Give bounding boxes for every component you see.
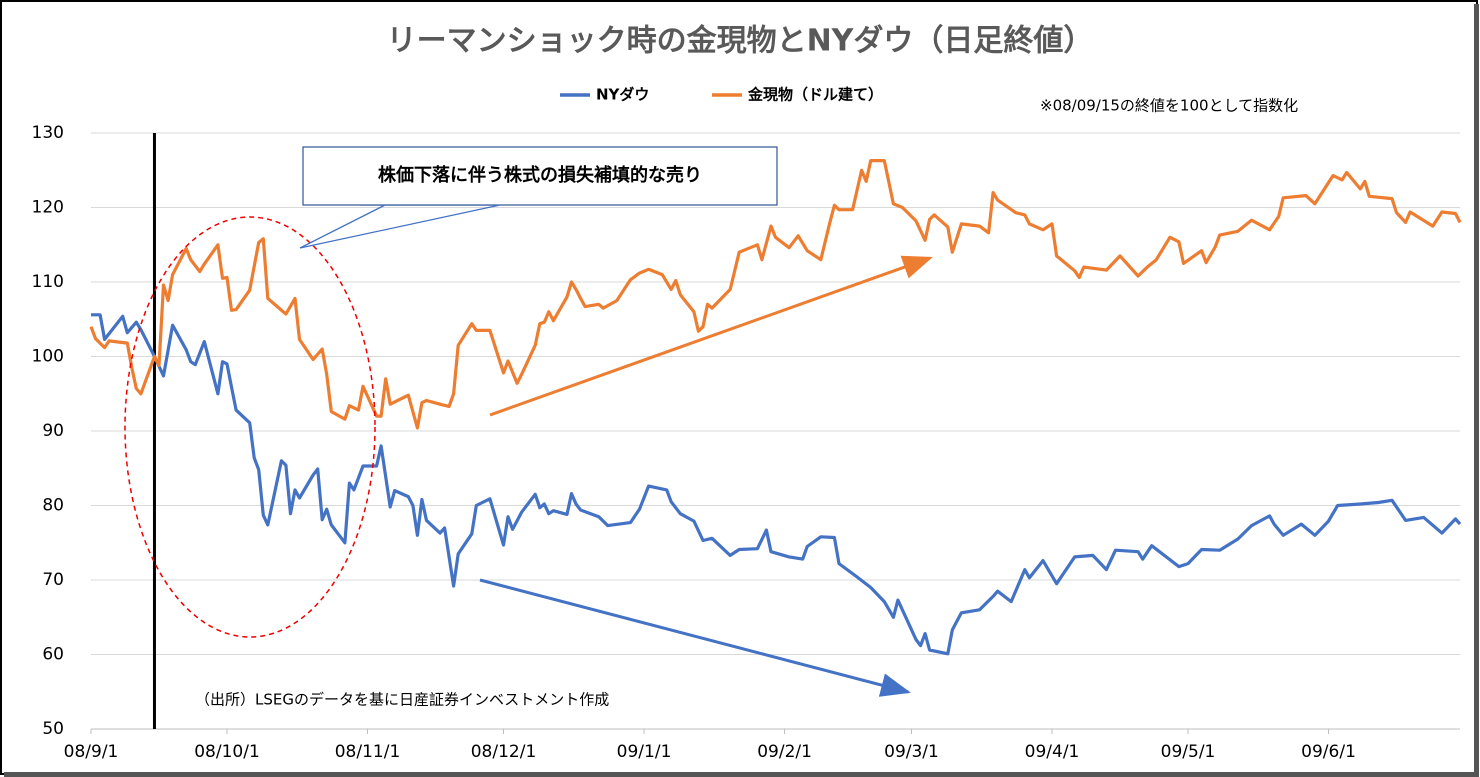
legend-label: 金現物（ドル建て） xyxy=(747,86,883,104)
y-tick-label: 80 xyxy=(42,496,64,516)
chart-title: リーマンショック時の金現物とNYダウ（日足終値） xyxy=(387,24,1094,59)
x-tick-label: 09/5/1 xyxy=(1161,742,1216,762)
x-tick-label: 09/4/1 xyxy=(1025,742,1080,762)
callout-text: 株価下落に伴う株式の損失補填的な売り xyxy=(378,164,702,186)
x-tick-label: 08/10/1 xyxy=(194,742,260,762)
highlight-ellipse xyxy=(124,216,376,638)
y-tick-label: 100 xyxy=(32,347,64,367)
legend-label: NYダウ xyxy=(596,86,649,104)
y-tick-label: 70 xyxy=(42,570,64,590)
x-tick-label: 08/12/1 xyxy=(471,742,537,762)
shadow xyxy=(1474,4,1479,776)
x-tick-label: 08/9/1 xyxy=(64,742,119,762)
y-tick-label: 130 xyxy=(32,123,64,143)
source-note: （出所）LSEGのデータを基に日産証券インベストメント作成 xyxy=(195,691,609,709)
x-tick-label: 09/1/1 xyxy=(617,742,672,762)
x-tick-label: 09/2/1 xyxy=(757,742,812,762)
y-tick-label: 50 xyxy=(42,719,64,739)
callout-pointer xyxy=(299,204,501,249)
series-line xyxy=(91,313,1462,656)
series-line xyxy=(89,159,1462,430)
x-tick-label: 08/11/1 xyxy=(335,742,401,762)
y-tick-label: 90 xyxy=(42,421,64,441)
y-tick-label: 120 xyxy=(32,198,64,218)
callout-pointer xyxy=(299,204,386,249)
trend-arrow xyxy=(479,578,911,697)
x-tick-label: 09/3/1 xyxy=(884,742,939,762)
trend-arrow xyxy=(489,255,933,417)
y-tick-label: 60 xyxy=(42,645,64,665)
callout-box xyxy=(302,146,778,206)
plot-area: 50 60 70 80 90 100 110 120 130 08/9/1 08/10/1 08/11… xyxy=(32,123,1462,762)
y-tick-label: 110 xyxy=(32,272,64,292)
shadow xyxy=(4,772,1479,777)
x-tick-label: 09/6/1 xyxy=(1301,742,1356,762)
note: ※08/09/15の終値を100として指数化 xyxy=(1040,97,1298,115)
